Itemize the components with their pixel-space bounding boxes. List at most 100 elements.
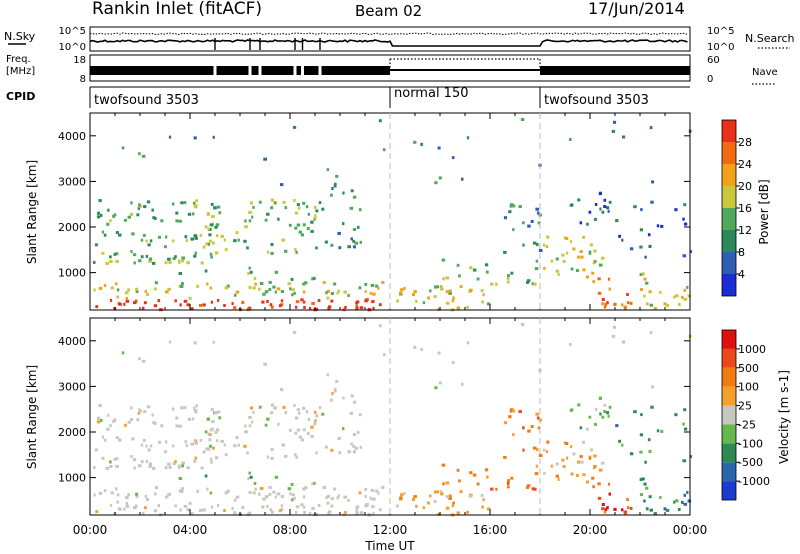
- power-cell: [220, 234, 224, 238]
- power-cell: [400, 288, 404, 292]
- power-cell: [518, 205, 522, 209]
- velocity-cell: [537, 426, 541, 430]
- power-cell: [284, 249, 288, 253]
- velocity-cell: [507, 485, 510, 489]
- velocity-cell: [535, 464, 539, 468]
- velocity-cell: [175, 424, 179, 428]
- velocity-cell: [210, 505, 213, 509]
- power-cell: [382, 148, 386, 152]
- velocity-cell: [330, 398, 333, 402]
- velocity-cell: [302, 495, 306, 499]
- velocity-cell: [211, 420, 215, 424]
- velocity-cell: [98, 404, 102, 408]
- velocity-cell: [356, 505, 360, 509]
- power-cell: [213, 206, 217, 210]
- power-cell: [172, 257, 176, 261]
- power-cell: [673, 295, 676, 299]
- power-cell: [313, 205, 317, 209]
- power-cell: [328, 305, 332, 309]
- velocity-cell: [224, 453, 228, 457]
- power-cell: [199, 303, 203, 307]
- velocity-cell: [645, 486, 649, 490]
- velocity-cell: [485, 475, 489, 479]
- power-cell: [246, 246, 249, 250]
- power-cell: [268, 287, 272, 291]
- power-cell: [163, 245, 167, 249]
- velocity-cell: [600, 461, 605, 465]
- velocity-cell: [274, 406, 277, 410]
- power-cell: [533, 282, 537, 286]
- velocity-cell: [643, 482, 647, 486]
- power-cell: [247, 272, 250, 276]
- power-cell: [561, 253, 565, 257]
- power-cell: [440, 287, 444, 291]
- velocity-cell: [130, 406, 133, 410]
- velocity-cell: [456, 511, 460, 515]
- power-colorbar-tick-4: 20: [738, 180, 752, 193]
- velocity-cell: [648, 495, 652, 499]
- velocity-cell: [194, 456, 197, 460]
- velocity-cell: [337, 494, 340, 498]
- power-cell: [262, 292, 266, 296]
- velocity-cell: [298, 435, 302, 439]
- power-cell: [639, 245, 643, 249]
- velocity-cell: [202, 450, 206, 454]
- velocity-cell: [597, 482, 601, 486]
- power-cell: [624, 306, 627, 310]
- velocity-cell: [249, 475, 253, 479]
- power-cell: [270, 198, 274, 202]
- velocity-cell: [206, 487, 209, 491]
- velocity-cell: [639, 493, 643, 497]
- velocity-cell: [148, 464, 152, 468]
- power-cell: [606, 301, 609, 305]
- power-cell: [98, 286, 103, 290]
- power-cell: [195, 199, 198, 203]
- power-cell: [164, 261, 168, 265]
- power-cell: [178, 219, 182, 223]
- power-cell: [293, 199, 296, 202]
- velocity-cell: [209, 428, 214, 432]
- power-cell: [270, 206, 274, 210]
- power-cell: [171, 202, 175, 206]
- power-cell: [94, 243, 98, 247]
- velocity-cell: [223, 509, 226, 512]
- power-colorbar-swatch: [722, 230, 736, 252]
- power-cell: [682, 217, 685, 221]
- power-cell: [643, 294, 646, 298]
- velocity-cell: [461, 382, 464, 386]
- velocity-cell: [601, 507, 605, 511]
- velocity-cell: [190, 442, 195, 446]
- power-cell: [100, 213, 103, 217]
- power-cell: [305, 205, 309, 209]
- velocity-cell: [435, 490, 440, 494]
- velocity-cell: [570, 472, 574, 476]
- velocity-cell: [302, 505, 306, 509]
- power-cell: [254, 282, 257, 286]
- power-cell: [209, 252, 213, 256]
- velocity-cell: [200, 466, 204, 470]
- power-cell: [448, 289, 452, 293]
- power-cell: [95, 305, 99, 309]
- power-cell: [403, 287, 406, 290]
- power-cell: [209, 286, 212, 290]
- power-cell: [106, 222, 110, 226]
- power-cell: [343, 290, 347, 294]
- power-cell: [347, 294, 350, 297]
- velocity-cell: [205, 447, 210, 451]
- velocity-cell: [378, 324, 382, 328]
- power-cell: [118, 233, 122, 237]
- velocity-cell: [259, 487, 264, 490]
- velocity-cell: [522, 448, 525, 452]
- velocity-cell: [270, 411, 274, 415]
- velocity-cell: [317, 504, 321, 507]
- velocity-cell: [303, 511, 306, 514]
- power-cell: [592, 280, 595, 284]
- velocity-cell: [538, 454, 543, 457]
- power-cell: [149, 239, 153, 243]
- velocity-panel: 1000 2000 3000 4000 Slant Range [km] 1000 50…: [25, 317, 791, 517]
- velocity-cell: [326, 494, 330, 498]
- velocity-cell: [413, 495, 417, 499]
- power-cell: [294, 226, 298, 230]
- power-colorbar-swatch: [722, 142, 736, 164]
- power-cell: [151, 208, 154, 212]
